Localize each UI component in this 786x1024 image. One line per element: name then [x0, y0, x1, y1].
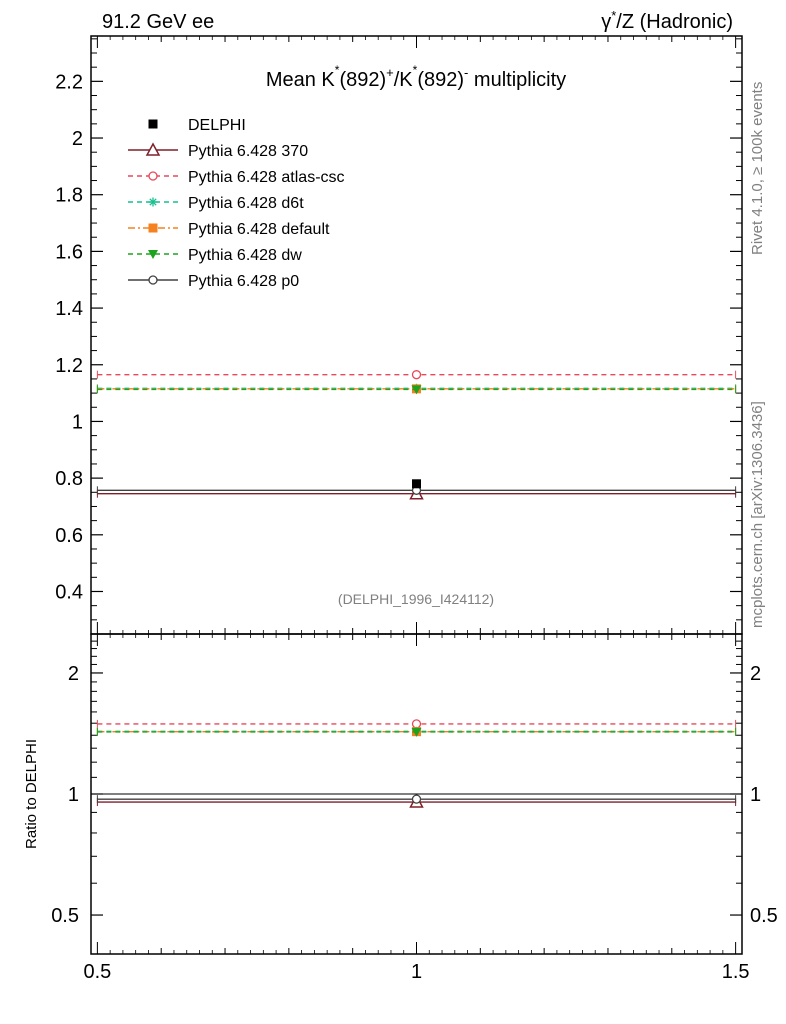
- y-tick-label: 1.6: [55, 241, 83, 263]
- legend-marker: [148, 197, 158, 207]
- ratio-y-tick-label-left: 0.5: [51, 905, 79, 927]
- header-energy-label: 91.2 GeV ee: [102, 11, 214, 33]
- ratio-series-pythia-6-428-dw: [96, 727, 737, 737]
- ratio-y-tick-label-left: 2: [68, 663, 79, 685]
- series-pythia-6-428-p0: [96, 485, 737, 495]
- ratio-panel-frame: [90, 633, 743, 955]
- legend-label: Pythia 6.428 dw: [188, 247, 302, 264]
- x-tick-label: 1: [411, 961, 422, 983]
- legend-marker: [145, 142, 161, 156]
- data-point-delphi: [412, 479, 421, 489]
- legend-item: Pythia 6.428 dw: [128, 247, 302, 264]
- legend-label: DELPHI: [188, 117, 246, 134]
- rivet-version-label: Rivet 4.1.0, ≥ 100k events: [749, 82, 766, 255]
- series-point: [411, 385, 422, 395]
- x-tick-label: 1.5: [722, 961, 750, 983]
- chart-title: Mean K*(892)+/K*(892)- multiplicity: [266, 63, 566, 91]
- ratio-y-tick-label-left: 1: [68, 784, 79, 806]
- legend-marker: [148, 119, 158, 129]
- series-point: [411, 370, 422, 380]
- legend-marker: [148, 250, 158, 259]
- header-process-rest: /Z (Hadronic): [616, 11, 733, 33]
- legend-marker: [148, 275, 158, 285]
- ratio-point: [411, 719, 422, 729]
- legend-item: Pythia 6.428 p0: [128, 273, 299, 290]
- legend-marker: [148, 171, 158, 181]
- header-star: *: [611, 8, 616, 23]
- ratio-y-axis-label: Ratio to DELPHI: [23, 739, 40, 849]
- legend-item: Pythia 6.428 default: [128, 221, 330, 238]
- legend-item: Pythia 6.428 370: [128, 142, 308, 160]
- legend-item: Pythia 6.428 d6t: [128, 195, 304, 212]
- header-process-label: γ*/Z (Hadronic): [601, 8, 733, 33]
- legend-label: Pythia 6.428 370: [188, 143, 308, 160]
- y-tick-label: 1.2: [55, 355, 83, 377]
- y-tick-label: 1.8: [55, 185, 83, 207]
- x-tick-label: 0.5: [83, 961, 111, 983]
- ratio-point: [411, 794, 422, 804]
- ratio-panel: 0.5 0.5 1 1 2 2 0.5 1 1.5 Ratio to DELPHI: [23, 633, 778, 983]
- mcplots-label: mcplots.cern.ch [arXiv:1306.3436]: [749, 401, 766, 628]
- header-gamma: γ: [601, 11, 611, 33]
- legend-label: Pythia 6.428 d6t: [188, 195, 304, 212]
- series-pythia-6-428-atlas-csc: [96, 370, 737, 380]
- ratio-point: [411, 727, 422, 737]
- y-tick-label: 0.4: [55, 581, 83, 603]
- y-tick-label: 2.2: [55, 71, 83, 93]
- main-panel: 0.4 0.6 0.8 1 1.2 1.4 1.6 1.8 2 2.2 Mean K*(892)+…: [55, 35, 743, 954]
- y-tick-label: 1: [72, 411, 83, 433]
- analysis-tag: (DELPHI_1996_I424112): [338, 591, 494, 607]
- legend-item: DELPHI: [148, 117, 246, 134]
- legend-label: Pythia 6.428 p0: [188, 273, 299, 290]
- y-tick-label: 0.6: [55, 525, 83, 547]
- legend: DELPHI Pythia 6.428 370 Pythia 6.428 atlas…: [128, 117, 345, 290]
- legend-label: Pythia 6.428 atlas-csc: [188, 169, 345, 186]
- series-pythia-6-428-dw: [96, 385, 737, 395]
- ratio-y-tick-label-right: 1: [750, 784, 761, 806]
- ratio-series-pythia-6-428-p0: [96, 794, 737, 804]
- y-tick-label: 2: [72, 128, 83, 150]
- legend-label: Pythia 6.428 default: [188, 221, 330, 238]
- ratio-y-tick-label-right: 0.5: [750, 905, 778, 927]
- y-tick-label: 0.8: [55, 468, 83, 490]
- ratio-series-pythia-6-428-atlas-csc: [96, 719, 737, 729]
- legend-marker: [148, 223, 158, 233]
- y-tick-label: 1.4: [55, 298, 83, 320]
- ratio-y-tick-label-right: 2: [750, 663, 761, 685]
- legend-item: Pythia 6.428 atlas-csc: [128, 169, 345, 186]
